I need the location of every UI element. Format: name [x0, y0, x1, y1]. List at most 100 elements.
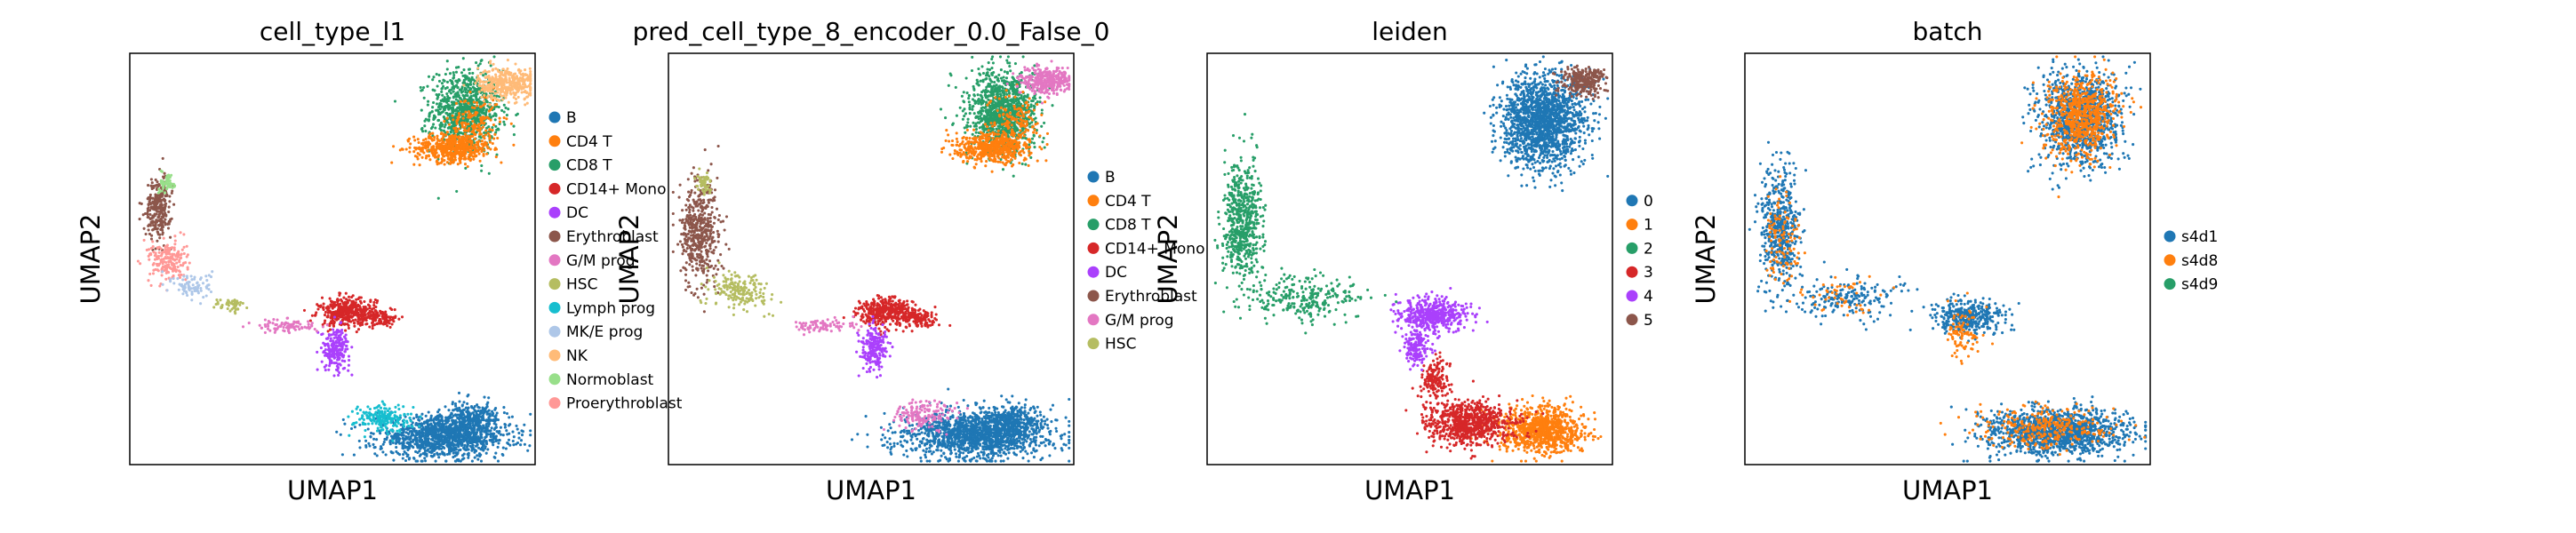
- data-point: [460, 417, 464, 420]
- data-point: [163, 171, 166, 175]
- data-point: [164, 267, 168, 272]
- data-point: [466, 394, 469, 398]
- data-point: [436, 427, 441, 432]
- data-point: [429, 454, 433, 457]
- data-point: [148, 193, 152, 196]
- data-point: [201, 282, 205, 285]
- data-point: [165, 186, 169, 189]
- data-point: [445, 116, 449, 120]
- data-point: [480, 436, 484, 440]
- data-point: [160, 266, 164, 270]
- data-point: [160, 203, 164, 207]
- data-point: [430, 110, 434, 114]
- data-point: [492, 443, 495, 447]
- data-point: [507, 424, 511, 427]
- data-point: [512, 443, 516, 447]
- data-point: [457, 112, 461, 115]
- data-point: [356, 322, 360, 325]
- data-point: [394, 414, 397, 418]
- data-point: [431, 106, 435, 109]
- data-point: [160, 226, 164, 230]
- data-point: [512, 435, 516, 439]
- data-point: [425, 155, 428, 158]
- data-point: [484, 140, 487, 144]
- data-point: [166, 252, 170, 256]
- data-point: [484, 115, 488, 119]
- data-point: [180, 256, 183, 259]
- data-point: [449, 423, 452, 426]
- data-point: [397, 407, 401, 411]
- data-point: [438, 139, 442, 142]
- data-point: [496, 459, 500, 463]
- data-point: [382, 420, 386, 424]
- data-point: [324, 363, 328, 367]
- data-point: [420, 89, 423, 92]
- data-point: [483, 395, 486, 399]
- data-point: [450, 411, 453, 415]
- data-point: [438, 107, 442, 111]
- data-point: [447, 138, 451, 141]
- data-point: [435, 441, 438, 444]
- data-point: [401, 457, 404, 460]
- data-point: [462, 68, 466, 72]
- data-point: [336, 358, 340, 362]
- data-point: [368, 411, 372, 415]
- data-point: [504, 69, 508, 73]
- data-point: [367, 422, 371, 426]
- data-point: [477, 406, 481, 410]
- data-point: [444, 418, 448, 422]
- data-point: [451, 143, 454, 147]
- data-point: [463, 443, 467, 447]
- data-point: [355, 330, 358, 334]
- data-point: [335, 430, 339, 434]
- data-point: [496, 98, 500, 101]
- data-point: [476, 104, 479, 107]
- data-point: [453, 432, 457, 435]
- data-point: [329, 361, 332, 364]
- data-point: [172, 282, 176, 285]
- data-point: [404, 147, 408, 151]
- data-point: [196, 288, 199, 291]
- data-point: [448, 135, 452, 139]
- data-point: [346, 313, 350, 316]
- data-point: [427, 135, 430, 139]
- data-point: [340, 331, 344, 335]
- data-point: [340, 343, 343, 346]
- data-point: [492, 422, 496, 426]
- data-point: [153, 203, 156, 207]
- data-point: [379, 447, 382, 450]
- data-point: [429, 442, 433, 445]
- data-point: [169, 280, 172, 283]
- data-point: [395, 449, 398, 453]
- data-point: [457, 127, 460, 131]
- data-point: [347, 295, 351, 298]
- data-point: [512, 133, 516, 137]
- data-point: [350, 309, 354, 313]
- data-point: [499, 426, 502, 429]
- data-point: [467, 110, 470, 114]
- data-point: [497, 431, 500, 434]
- data-point: [455, 122, 459, 125]
- data-point: [427, 155, 431, 158]
- data-point: [466, 402, 469, 405]
- data-point: [157, 207, 162, 211]
- data-point: [529, 412, 532, 416]
- data-point: [427, 99, 430, 103]
- data-point: [405, 446, 409, 449]
- data-point: [418, 425, 421, 428]
- data-point: [504, 447, 508, 450]
- data-point: [468, 126, 471, 131]
- data-point: [480, 139, 484, 143]
- data-point: [406, 448, 410, 452]
- data-point: [454, 414, 458, 418]
- data-point: [453, 127, 457, 131]
- data-point: [165, 174, 169, 178]
- data-point: [492, 123, 495, 127]
- data-point: [437, 447, 441, 450]
- data-point: [310, 314, 314, 317]
- data-point: [139, 262, 142, 266]
- data-point: [445, 91, 449, 96]
- data-point: [331, 318, 334, 322]
- data-point: [452, 158, 456, 162]
- data-point: [450, 100, 453, 104]
